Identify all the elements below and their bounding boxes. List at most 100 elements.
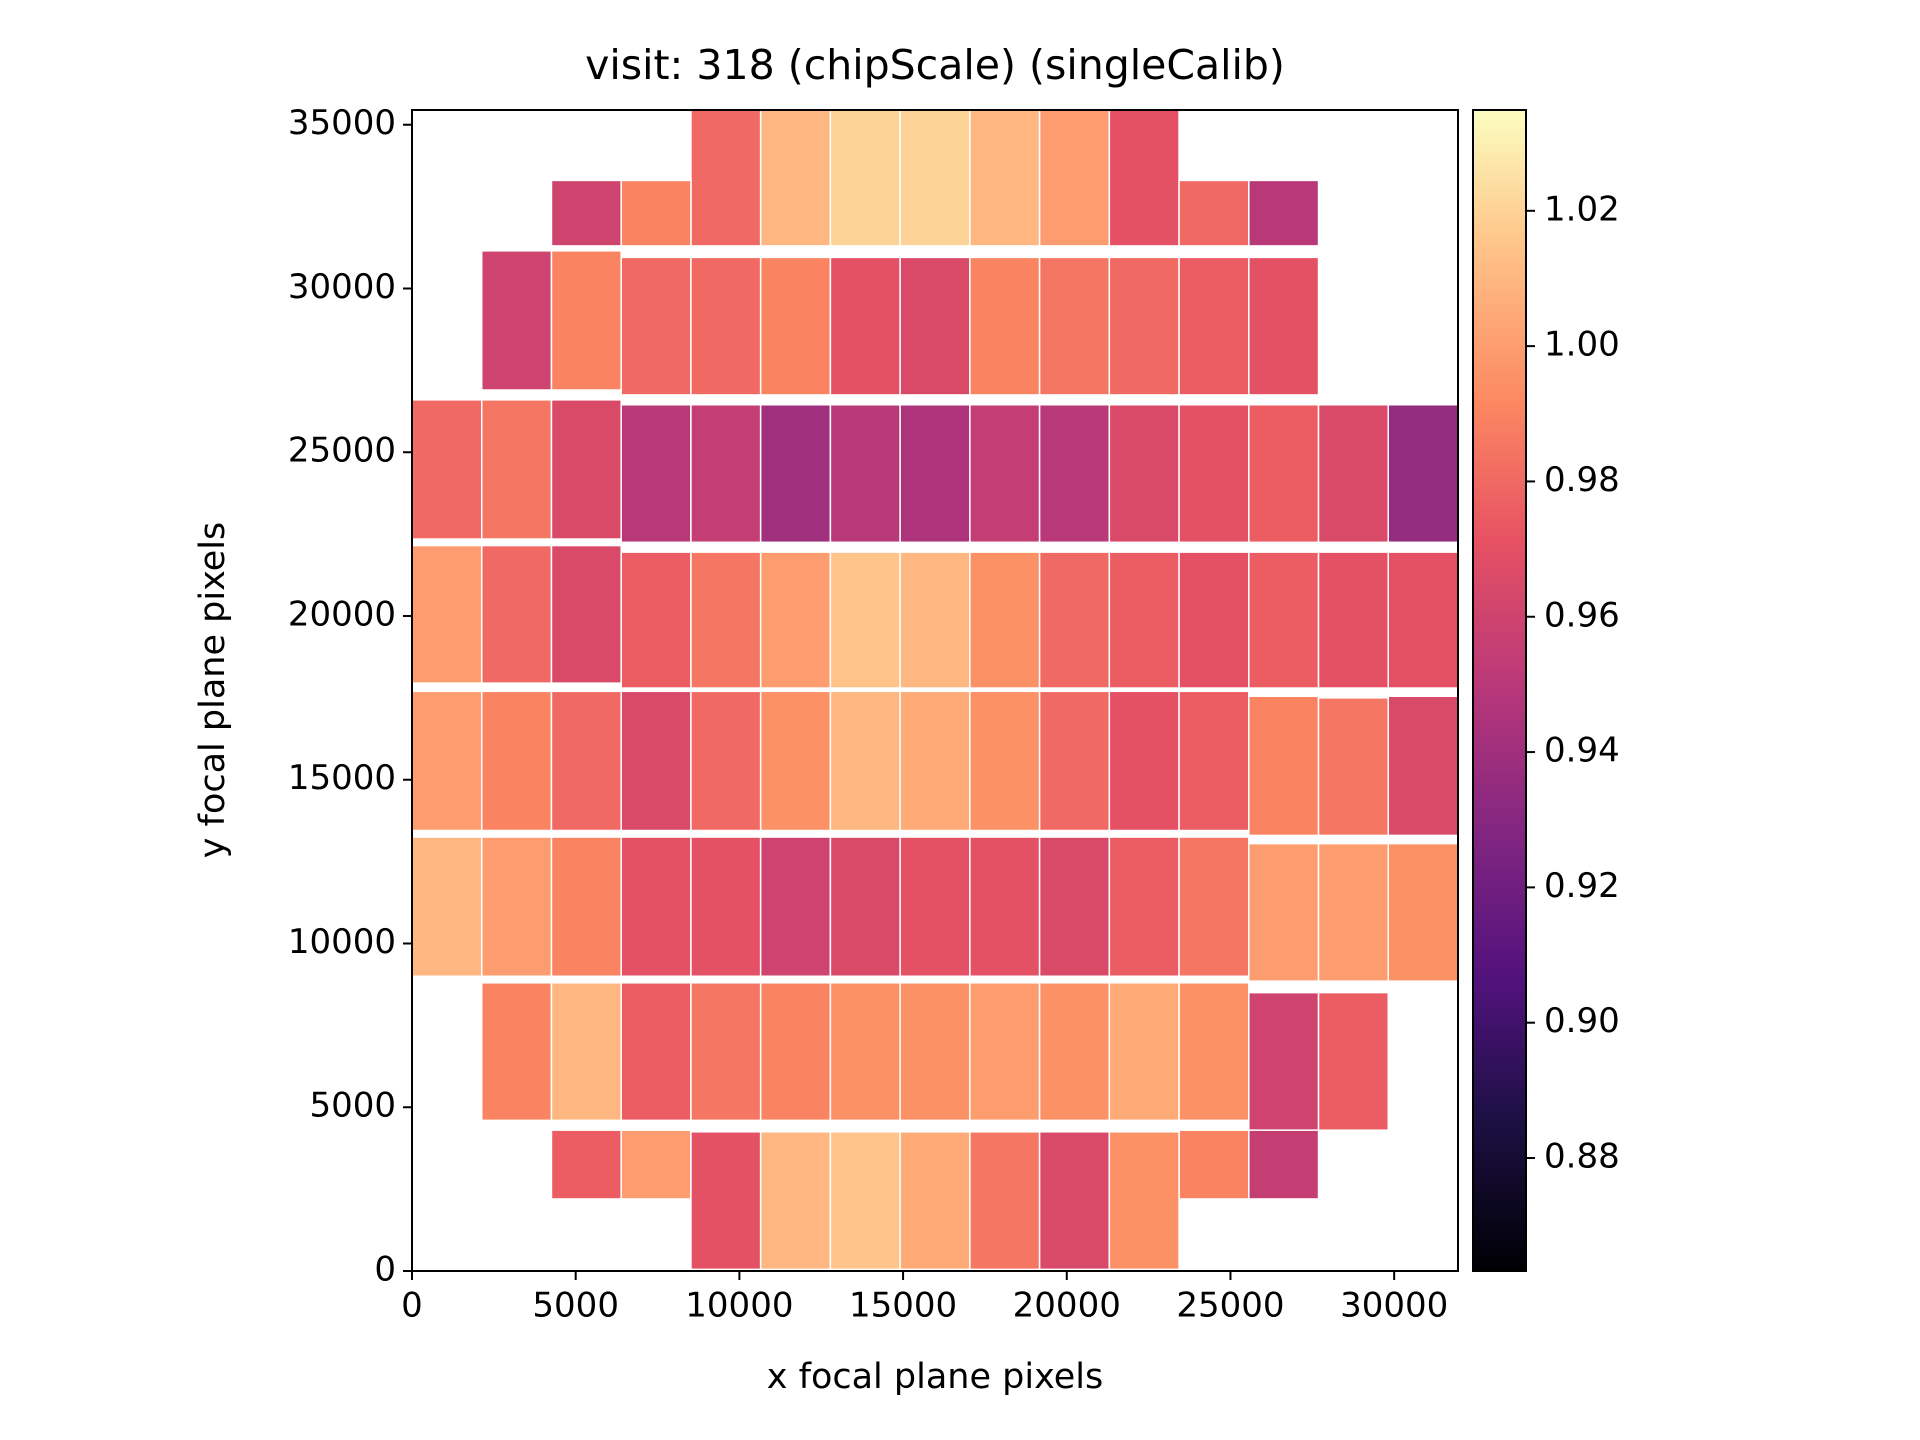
chip-cell bbox=[969, 551, 1041, 689]
chip-cell bbox=[899, 109, 971, 247]
chip-cell bbox=[829, 109, 901, 247]
chip-cell bbox=[411, 690, 483, 832]
chip-cell bbox=[759, 836, 832, 977]
chip-cell bbox=[1248, 695, 1320, 837]
chip-cell bbox=[620, 982, 692, 1122]
chip-cell bbox=[1178, 1129, 1250, 1200]
chip-cell bbox=[411, 544, 483, 684]
y-tick-label: 15000 bbox=[288, 758, 396, 798]
y-tick-label: 0 bbox=[374, 1250, 396, 1290]
chip-cell bbox=[480, 399, 553, 540]
chip-cell bbox=[1317, 842, 1390, 982]
axes-frame bbox=[411, 109, 1459, 1272]
chip-cell bbox=[480, 836, 553, 977]
y-axis-label: y focal plane pixels bbox=[193, 522, 233, 858]
chip-cell bbox=[480, 982, 553, 1122]
chip-cell bbox=[829, 982, 901, 1122]
chip-cell bbox=[690, 690, 762, 832]
chip-cell bbox=[690, 551, 762, 689]
chip-cell bbox=[620, 836, 692, 977]
chip-cell bbox=[1038, 1131, 1111, 1271]
chip-cell bbox=[1248, 179, 1320, 247]
chip-cell bbox=[969, 256, 1041, 396]
chip-cell bbox=[759, 1131, 832, 1271]
chip-cell bbox=[969, 690, 1041, 832]
chip-cell bbox=[480, 690, 553, 832]
chip-cell bbox=[690, 982, 762, 1122]
chip-cell bbox=[1178, 836, 1250, 977]
chip-cell bbox=[1108, 404, 1180, 544]
chip-cell bbox=[759, 109, 832, 247]
chip-cell bbox=[620, 1129, 692, 1200]
chip-cell bbox=[1178, 982, 1250, 1122]
chip-cell bbox=[969, 836, 1041, 977]
chip-cell bbox=[1108, 690, 1180, 832]
chip-cell bbox=[759, 256, 832, 396]
chip-cell bbox=[899, 690, 971, 832]
x-tick-label: 15000 bbox=[849, 1286, 957, 1326]
chip-cell bbox=[690, 836, 762, 977]
chip-cell bbox=[690, 1131, 762, 1271]
chip-cell bbox=[759, 690, 832, 832]
chip-cell bbox=[899, 551, 971, 689]
chip-cell bbox=[1248, 404, 1320, 544]
chip-cell bbox=[620, 256, 692, 396]
x-tick-label: 25000 bbox=[1176, 1286, 1284, 1326]
chip-cell bbox=[550, 399, 622, 540]
chip-cell bbox=[829, 404, 901, 544]
chip-cell bbox=[411, 399, 483, 540]
chip-cell bbox=[550, 982, 622, 1122]
chip-cell bbox=[1108, 109, 1180, 247]
chip-cell bbox=[690, 109, 762, 247]
chip-cell bbox=[1038, 551, 1111, 689]
chip-cell bbox=[1178, 179, 1250, 247]
colorbar-tick-label: 1.00 bbox=[1544, 325, 1620, 365]
x-tick-label: 10000 bbox=[685, 1286, 793, 1326]
x-tick-label: 0 bbox=[401, 1286, 423, 1326]
chip-cell bbox=[1038, 256, 1111, 396]
chip-cell bbox=[759, 404, 832, 544]
chip-cell bbox=[411, 836, 483, 977]
chip-cell bbox=[1178, 551, 1250, 689]
chip-cell bbox=[1248, 991, 1320, 1131]
chip-cell bbox=[759, 551, 832, 689]
chip-cell bbox=[1248, 551, 1320, 689]
chip-cell bbox=[969, 109, 1041, 247]
chip-cell bbox=[550, 690, 622, 832]
y-tick-label: 20000 bbox=[288, 594, 396, 634]
chip-cell bbox=[1317, 551, 1390, 689]
chip-cell bbox=[550, 179, 622, 247]
chip-cell bbox=[1178, 404, 1250, 544]
chip-cell bbox=[1317, 404, 1390, 544]
colorbar-tick-label: 0.96 bbox=[1544, 595, 1620, 635]
chip-cell bbox=[1387, 695, 1459, 837]
chip-cell bbox=[1038, 982, 1111, 1122]
chip-cell bbox=[690, 256, 762, 396]
chip-cell bbox=[1248, 1129, 1320, 1200]
chip-cell bbox=[550, 836, 622, 977]
chip-cell bbox=[829, 836, 901, 977]
y-tick-label: 10000 bbox=[288, 922, 396, 962]
chip-cell bbox=[480, 544, 553, 684]
colorbar-tick-label: 0.94 bbox=[1544, 731, 1620, 771]
chip-cell bbox=[1108, 982, 1180, 1122]
chip-cell bbox=[969, 1131, 1041, 1271]
chip-cell bbox=[899, 1131, 971, 1271]
chip-cell bbox=[1038, 109, 1111, 247]
chart-title: visit: 318 (chipScale) (singleCalib) bbox=[585, 41, 1285, 89]
chip-cell bbox=[969, 982, 1041, 1122]
chip-cell bbox=[1038, 690, 1111, 832]
chip-cell bbox=[1178, 690, 1250, 832]
chip-cell bbox=[620, 551, 692, 689]
chip-cell bbox=[1317, 991, 1390, 1131]
chip-cell bbox=[690, 404, 762, 544]
colorbar bbox=[1472, 109, 1527, 1272]
chip-cell bbox=[1108, 551, 1180, 689]
chip-cell bbox=[1178, 256, 1250, 396]
x-tick-label: 5000 bbox=[532, 1286, 619, 1326]
y-tick-label: 25000 bbox=[288, 431, 396, 471]
colorbar-tick-label: 1.02 bbox=[1544, 189, 1620, 229]
chip-cell bbox=[1108, 256, 1180, 396]
colorbar-tick-label: 0.98 bbox=[1544, 460, 1620, 500]
